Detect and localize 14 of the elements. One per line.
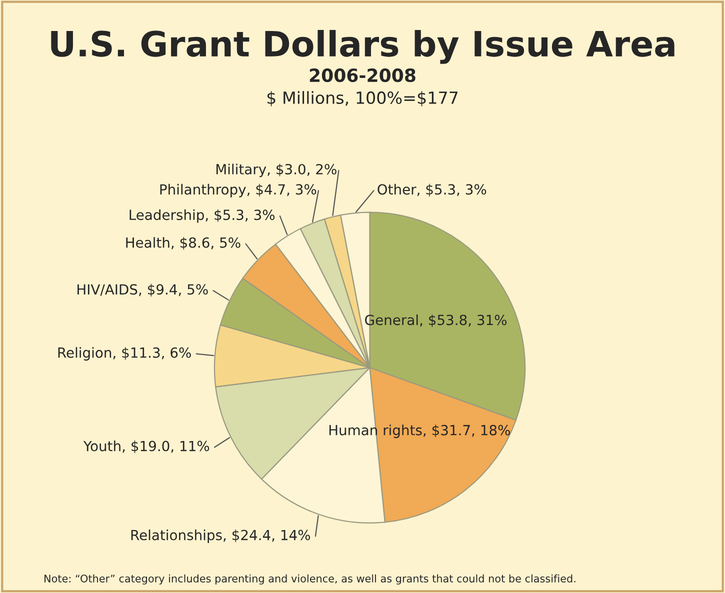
- slice-label: Relationships, $24.4, 14%: [131, 530, 310, 543]
- text: Note: “Other” category includes parenting and violence, as well as grants that could not be classified.: [44, 574, 576, 584]
- chart-subtitle: 2006-2008: [310, 68, 416, 82]
- slice-label: Health, $8.6, 5%: [126, 237, 240, 250]
- chart-title: U.S. Grant Dollars by Issue Area: [51, 30, 674, 64]
- slice-label: HIV/AIDS, $9.4, 5%: [78, 284, 208, 297]
- slice-label: Human rights, $31.7, 18%: [329, 424, 510, 438]
- slice-label: Other, $5.3, 3%: [378, 184, 486, 196]
- slice-label: Youth, $19.0, 11%: [83, 440, 210, 454]
- slice-label: Military, $3.0, 2%: [216, 164, 336, 178]
- slice-label: Religion, $11.3, 6%: [58, 347, 191, 361]
- text: $ Millions, 100%=$177: [267, 91, 458, 106]
- slice-label: Philanthropy, $4.7, 3%: [160, 184, 316, 198]
- slice-label: Leadership, $5.3, 3%: [130, 209, 275, 223]
